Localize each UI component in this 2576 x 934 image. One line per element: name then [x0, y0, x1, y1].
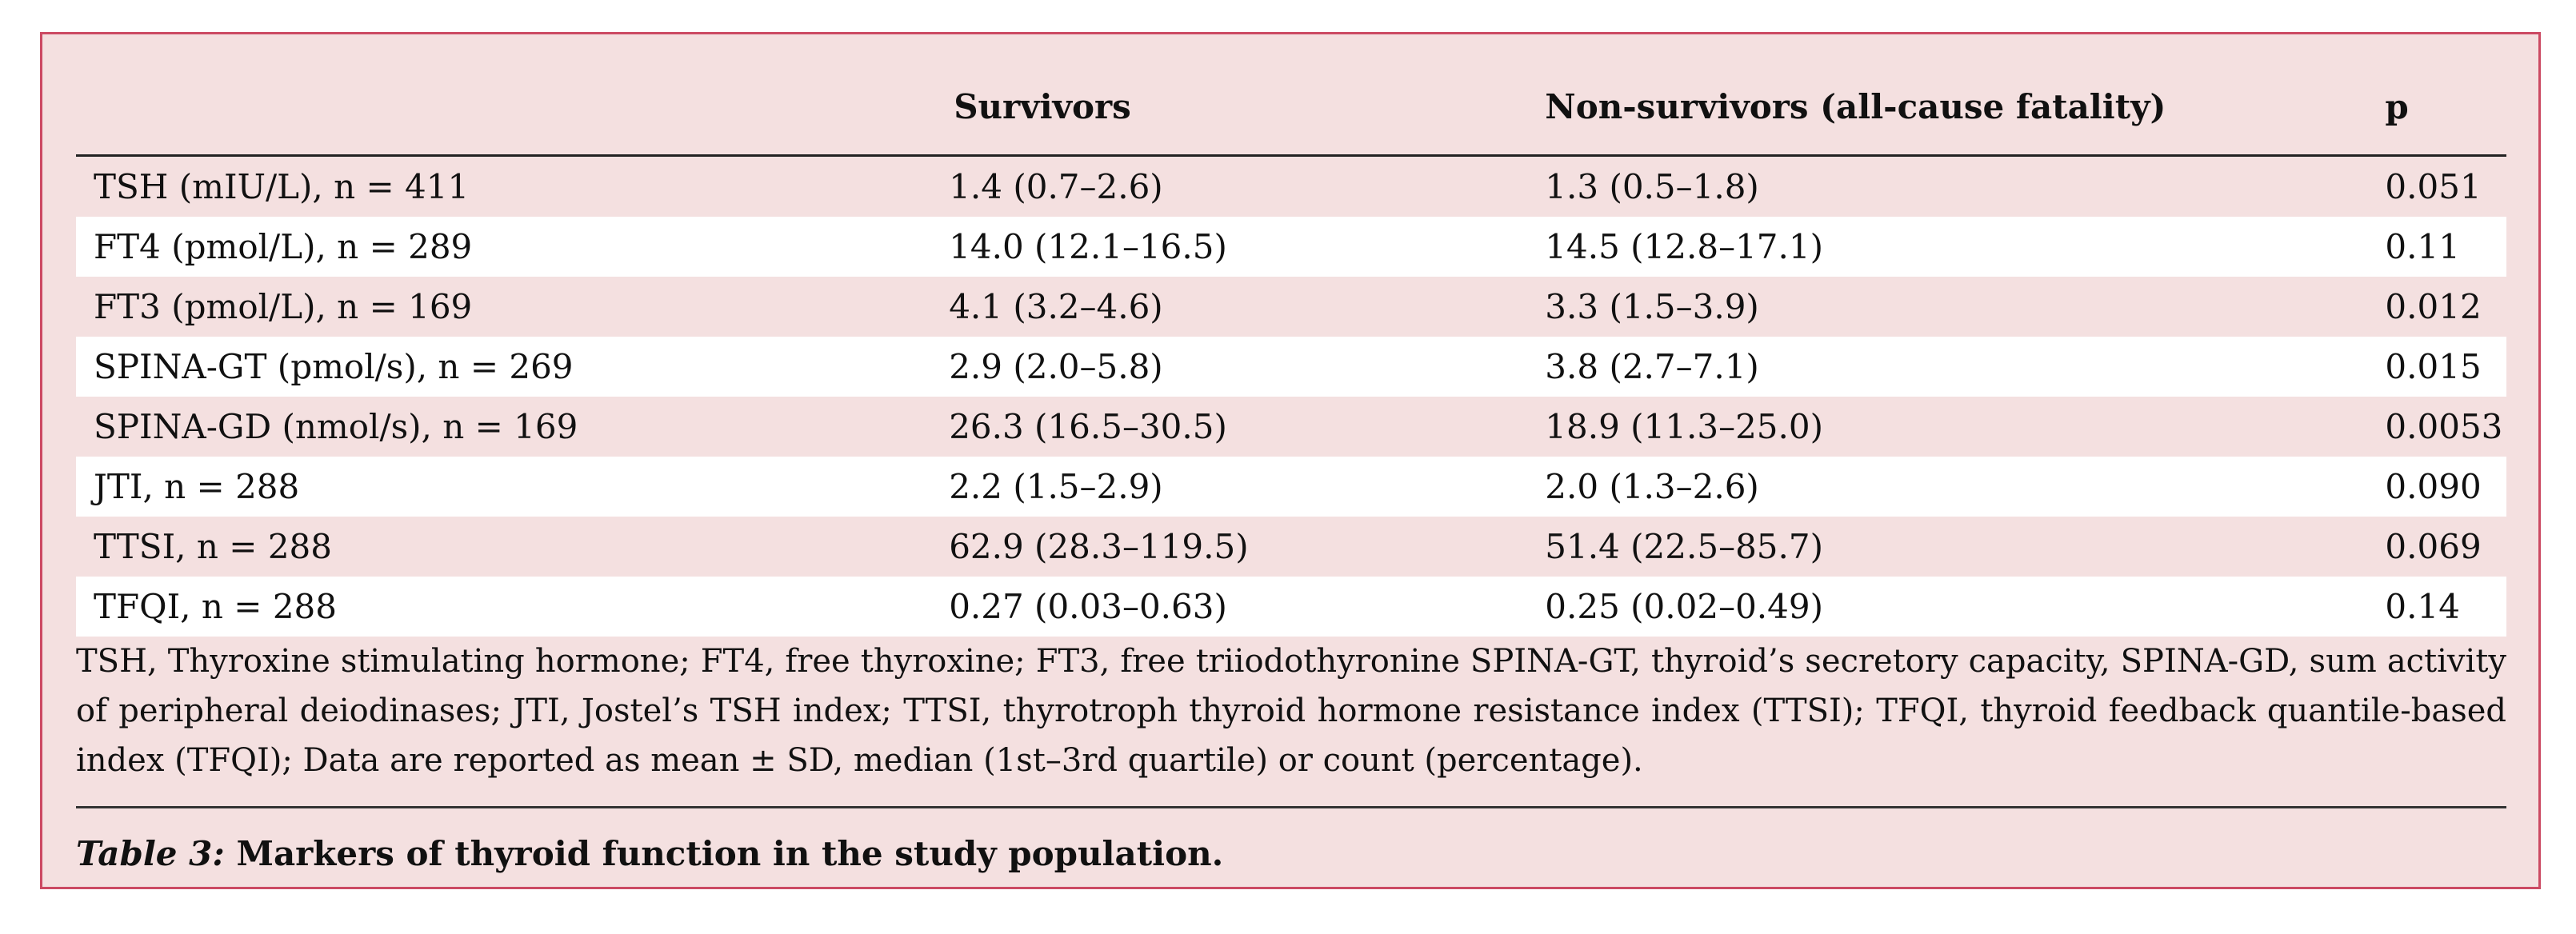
row-label: FT4 (pmol/L), n = 289 [76, 217, 858, 277]
p-value: 0.012 [2385, 287, 2482, 326]
p-value: 0.051 [2385, 167, 2482, 206]
p-value: 0.14 [2385, 577, 2506, 637]
table-header-row: Survivors Non-survivors (all-cause fatal… [76, 58, 2506, 157]
table-row: TFQI, n = 288 0.27 (0.03–0.63) 0.25 (0.0… [76, 577, 2506, 637]
non-survivors-value: 2.0 (1.3–2.6) [1545, 457, 2386, 517]
table-row: TTSI, n = 288 62.9 (28.3–119.5) 51.4 (22… [76, 517, 2506, 577]
non-survivors-value: 14.5 (12.8–17.1) [1545, 217, 2386, 277]
non-survivors-value: 3.3 (1.5–3.9) [1545, 287, 1759, 326]
caption-divider [76, 806, 2506, 808]
non-survivors-value: 51.4 (22.5–85.7) [1545, 527, 1823, 566]
row-label: SPINA-GT (pmol/s), n = 269 [76, 337, 858, 397]
table-row: SPINA-GD (nmol/s), n = 169 26.3 (16.5–30… [76, 397, 2506, 457]
survivors-value: 62.9 (28.3–119.5) [949, 527, 1249, 566]
table-panel: Survivors Non-survivors (all-cause fatal… [40, 32, 2541, 889]
non-survivors-value: 1.3 (0.5–1.8) [1545, 167, 1759, 206]
table-row: TSH (mIU/L), n = 411 1.4 (0.7–2.6) 1.3 (… [76, 156, 2506, 218]
non-survivors-value: 3.8 (2.7–7.1) [1545, 337, 2386, 397]
p-value: 0.0053 [2385, 407, 2503, 446]
row-label: FT3 (pmol/L), n = 169 [94, 287, 473, 326]
survivors-value: 1.4 (0.7–2.6) [949, 167, 1163, 206]
row-label: TFQI, n = 288 [76, 577, 858, 637]
row-label: SPINA-GD (nmol/s), n = 169 [94, 407, 578, 446]
survivors-value: 26.3 (16.5–30.5) [949, 407, 1227, 446]
row-label: TTSI, n = 288 [94, 527, 332, 566]
survivors-value: 2.9 (2.0–5.8) [858, 337, 1546, 397]
header-survivors: Survivors [858, 58, 1546, 157]
p-value: 0.090 [2385, 457, 2506, 517]
table-caption: Table 3: Markers of thyroid function in … [76, 834, 1223, 873]
p-value: 0.015 [2385, 337, 2506, 397]
header-non-survivors: Non-survivors (all-cause fatality) [1545, 58, 2386, 157]
row-label: JTI, n = 288 [76, 457, 858, 517]
table-row: SPINA-GT (pmol/s), n = 269 2.9 (2.0–5.8)… [76, 337, 2506, 397]
header-p: p [2385, 58, 2506, 157]
caption-label: Table 3: [76, 834, 225, 873]
survivors-value: 0.27 (0.03–0.63) [858, 577, 1546, 637]
non-survivors-value: 18.9 (11.3–25.0) [1545, 407, 1823, 446]
survivors-value: 14.0 (12.1–16.5) [858, 217, 1546, 277]
table-row: FT3 (pmol/L), n = 169 4.1 (3.2–4.6) 3.3 … [76, 277, 2506, 337]
survivors-value: 4.1 (3.2–4.6) [949, 287, 1163, 326]
thyroid-markers-table: Survivors Non-survivors (all-cause fatal… [76, 58, 2506, 637]
caption-text: Markers of thyroid function in the study… [224, 834, 1224, 873]
table-row: FT4 (pmol/L), n = 289 14.0 (12.1–16.5) 1… [76, 217, 2506, 277]
table-row: JTI, n = 288 2.2 (1.5–2.9) 2.0 (1.3–2.6)… [76, 457, 2506, 517]
p-value: 0.069 [2385, 527, 2482, 566]
header-label [76, 58, 858, 157]
non-survivors-value: 0.25 (0.02–0.49) [1545, 577, 2386, 637]
table-footnote: TSH, Thyroxine stimulating hormone; FT4,… [76, 643, 2506, 779]
row-label: TSH (mIU/L), n = 411 [94, 167, 470, 206]
survivors-value: 2.2 (1.5–2.9) [858, 457, 1546, 517]
p-value: 0.11 [2385, 217, 2506, 277]
